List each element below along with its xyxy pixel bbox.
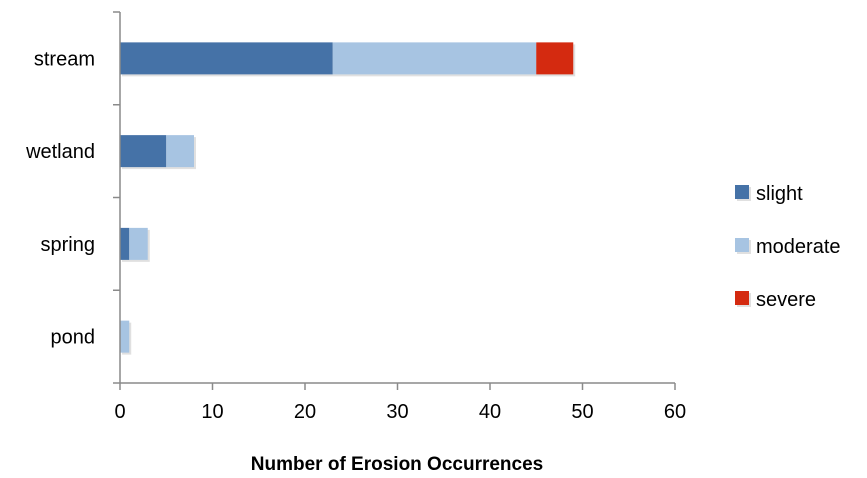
x-tick-label: 60 <box>664 401 686 423</box>
x-tick-label: 10 <box>201 401 223 423</box>
x-tick-label: 0 <box>114 401 125 423</box>
legend-label-slight: slight <box>756 183 803 205</box>
labels-layer: stream wetland spring pond 0 10 20 30 40 50 60 <box>25 48 686 423</box>
legend-label-moderate: moderate <box>756 236 841 258</box>
bars-layer <box>120 42 576 355</box>
bar-wetland-moderate <box>166 135 194 168</box>
axes-layer <box>113 11 676 390</box>
bar-spring-slight <box>120 227 130 260</box>
bar-stream-severe <box>536 42 574 75</box>
legend-swatch-moderate <box>735 238 749 252</box>
x-tick-label: 20 <box>294 401 316 423</box>
x-tick-label: 30 <box>386 401 408 423</box>
bar-stream-moderate <box>332 42 537 75</box>
category-label-stream: stream <box>34 48 95 70</box>
category-label-wetland: wetland <box>25 141 95 163</box>
legend-swatch-severe <box>735 291 749 305</box>
legend: slight moderate severe <box>735 183 841 311</box>
x-axis-title: Number of Erosion Occurrences <box>251 454 543 473</box>
category-label-spring: spring <box>41 234 95 256</box>
legend-label-severe: severe <box>756 289 816 311</box>
category-label-pond: pond <box>51 327 96 349</box>
bar-wetland-slight <box>120 135 167 168</box>
bar-stream-slight <box>120 42 333 75</box>
legend-swatch-slight <box>735 185 749 199</box>
x-tick-label: 40 <box>479 401 501 423</box>
x-tick-label: 50 <box>571 401 593 423</box>
bar-pond-moderate <box>120 320 130 353</box>
bar-spring-moderate <box>129 227 148 260</box>
